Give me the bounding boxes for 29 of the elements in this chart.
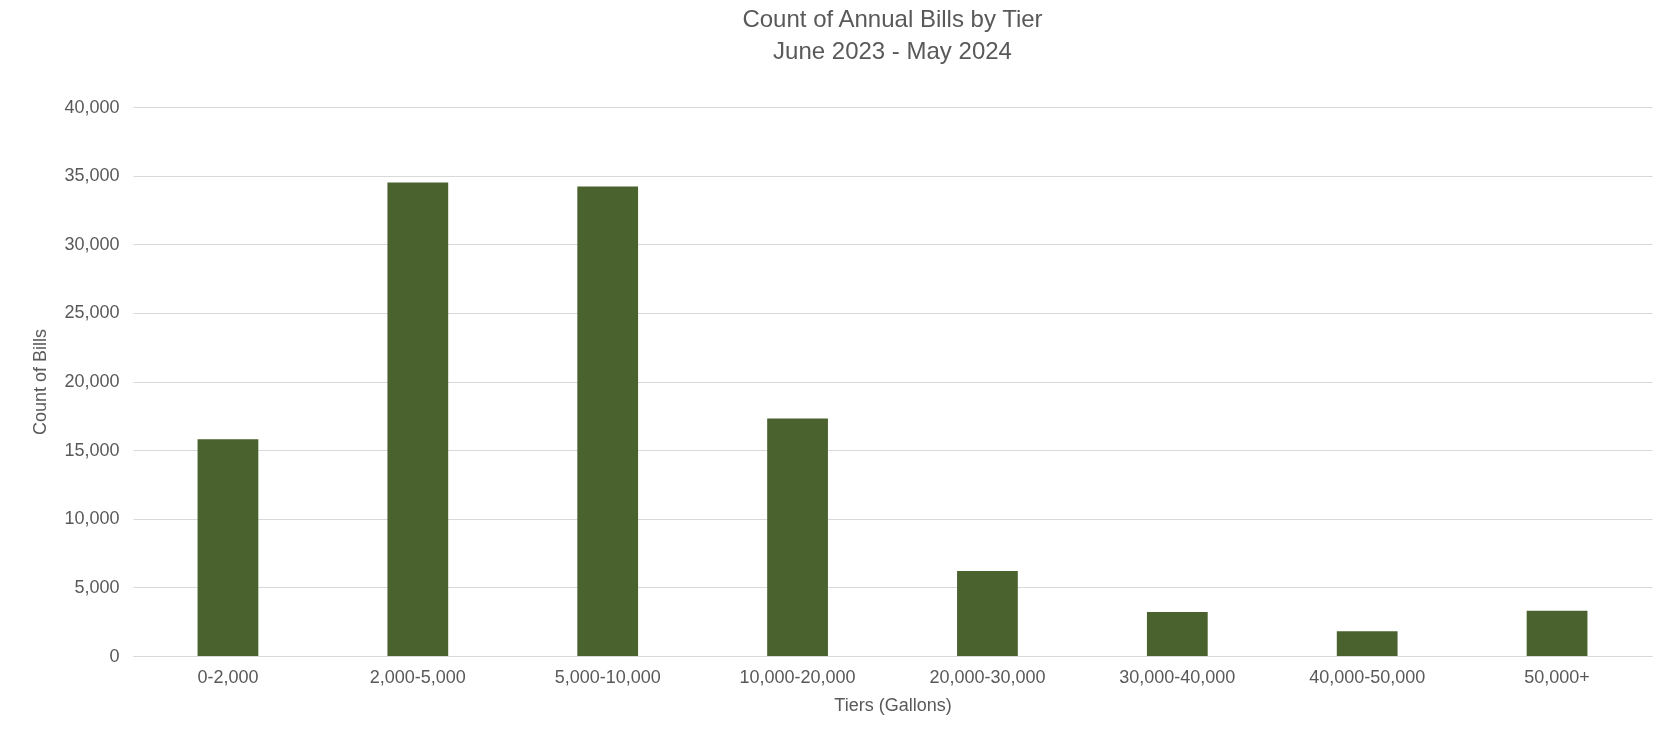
bar	[767, 418, 828, 656]
x-tick-label: 50,000+	[1524, 666, 1590, 687]
x-tick-label: 20,000-30,000	[929, 666, 1046, 687]
bar	[957, 570, 1018, 656]
y-tick-label: 30,000	[64, 233, 120, 254]
bar	[387, 182, 449, 656]
x-tick-label: 5,000-10,000	[554, 666, 661, 687]
bar	[577, 186, 639, 656]
x-tick-label: 30,000-40,000	[1119, 666, 1236, 687]
y-tick-label: 5,000	[74, 576, 120, 597]
chart-subtitle: June 2023 - May 2024	[773, 37, 1012, 64]
y-tick-label: 0	[109, 645, 120, 666]
bar	[197, 439, 259, 656]
y-tick-label: 20,000	[64, 371, 120, 391]
x-tick-label: 10,000-20,000	[739, 666, 856, 687]
y-tick-label: 15,000	[64, 439, 120, 460]
chart-title: Count of Annual Bills by Tier	[742, 5, 1043, 32]
x-tick-label: 2,000-5,000	[369, 666, 466, 687]
y-axis-title: Count of Bills	[30, 328, 51, 436]
bar	[1146, 612, 1208, 656]
y-tick-label: 35,000	[64, 165, 120, 186]
y-tick-label: 25,000	[64, 302, 120, 323]
bar	[1336, 631, 1398, 656]
x-tick-label: 40,000-50,000	[1309, 666, 1426, 687]
x-axis-title: Tiers (Gallons)	[834, 694, 952, 715]
y-tick-label: 40,000	[64, 96, 120, 117]
bar	[1526, 610, 1588, 656]
x-tick-label: 0-2,000	[197, 666, 259, 687]
y-tick-label: 10,000	[64, 508, 120, 529]
